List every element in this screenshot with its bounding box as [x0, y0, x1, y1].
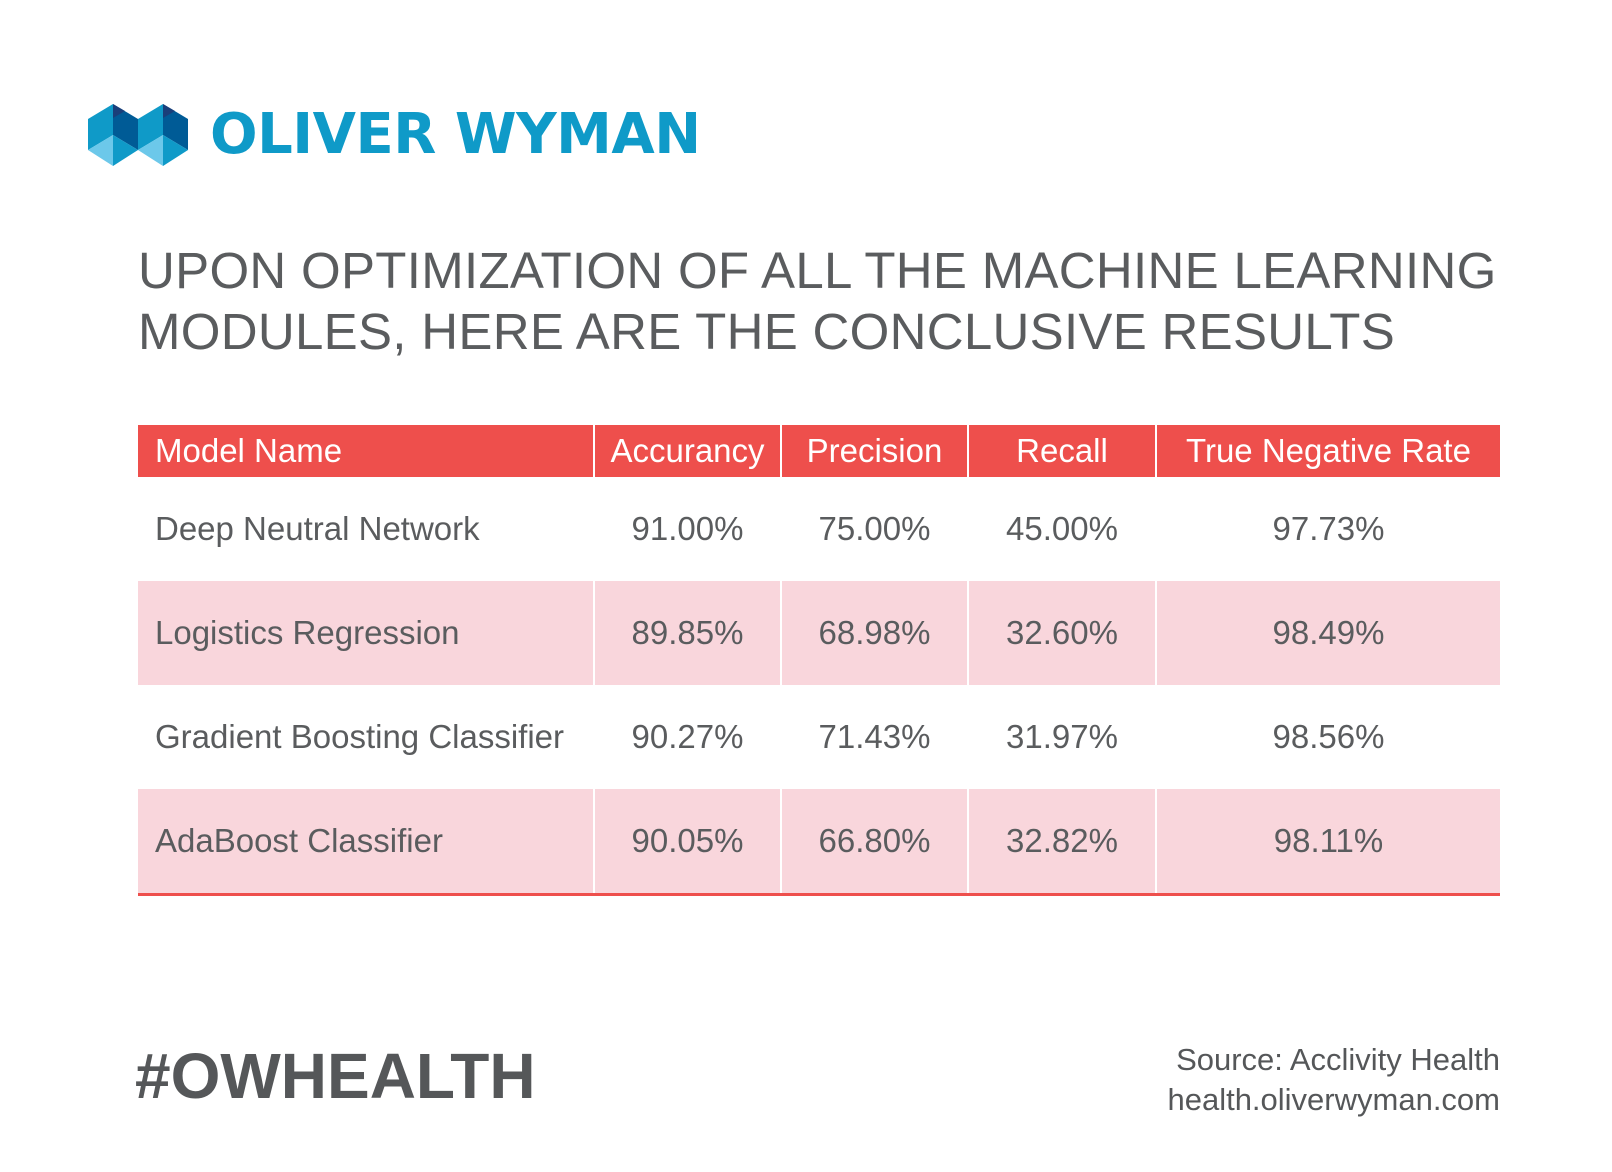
table-row: AdaBoost Classifier 90.05% 66.80% 32.82%…	[138, 789, 1500, 896]
true-negative-rate-cell: 98.11%	[1155, 789, 1500, 896]
model-name-cell: Deep Neutral Network	[155, 510, 480, 547]
table-row: Logistics Regression 89.85% 68.98% 32.60…	[138, 581, 1500, 685]
model-name-cell: Logistics Regression	[138, 581, 594, 685]
recall-cell: 32.60%	[967, 581, 1156, 685]
title-line-2: MODULES, HERE ARE THE CONCLUSIVE RESULTS	[138, 303, 1396, 360]
precision-cell: 75.00%	[780, 477, 968, 581]
recall-cell: 32.82%	[967, 789, 1156, 896]
source-credit: Source: Acclivity Health health.oliverwy…	[1167, 1040, 1500, 1120]
recall-cell: 45.00%	[967, 477, 1156, 581]
true-negative-rate-cell: 98.49%	[1155, 581, 1500, 685]
precision-cell: 71.43%	[780, 685, 968, 789]
hashtag: #OWHEALTH	[135, 1040, 536, 1112]
brand-name: OLIVER WYMAN	[210, 102, 701, 167]
source-url: health.oliverwyman.com	[1167, 1082, 1500, 1117]
table-row: Gradient Boosting Classifier 90.27% 71.4…	[138, 685, 1500, 789]
recall-cell: 31.97%	[967, 685, 1156, 789]
true-negative-rate-cell: 97.73%	[1155, 477, 1500, 581]
results-table: Model Name Accurancy Precision Recall Tr…	[138, 425, 1500, 896]
header-recall: Recall	[967, 425, 1156, 477]
accurancy-cell: 90.05%	[593, 789, 781, 896]
model-name-cell: Gradient Boosting Classifier	[155, 718, 565, 755]
page-title: UPON OPTIMIZATION OF ALL THE MACHINE LEA…	[138, 240, 1538, 362]
accurancy-cell: 90.27%	[593, 685, 781, 789]
header-precision: Precision	[780, 425, 968, 477]
title-line-1: UPON OPTIMIZATION OF ALL THE MACHINE LEA…	[138, 242, 1497, 299]
header-accurancy: Accurancy	[593, 425, 781, 477]
header-true-negative-rate: True Negative Rate	[1155, 425, 1500, 477]
model-name-cell: AdaBoost Classifier	[138, 789, 594, 896]
source-line: Source: Acclivity Health	[1176, 1042, 1500, 1077]
precision-cell: 66.80%	[780, 789, 968, 896]
table-row: Deep Neutral Network 91.00% 75.00% 45.00…	[138, 477, 1500, 581]
accurancy-cell: 91.00%	[593, 477, 781, 581]
header-model-name: Model Name	[138, 425, 594, 477]
true-negative-rate-cell: 98.56%	[1155, 685, 1500, 789]
oliver-wyman-logo-icon	[88, 104, 188, 166]
table-header-row: Model Name Accurancy Precision Recall Tr…	[138, 425, 1500, 477]
precision-cell: 68.98%	[780, 581, 968, 685]
accurancy-cell: 89.85%	[593, 581, 781, 685]
brand-logo: OLIVER WYMAN	[88, 100, 701, 170]
